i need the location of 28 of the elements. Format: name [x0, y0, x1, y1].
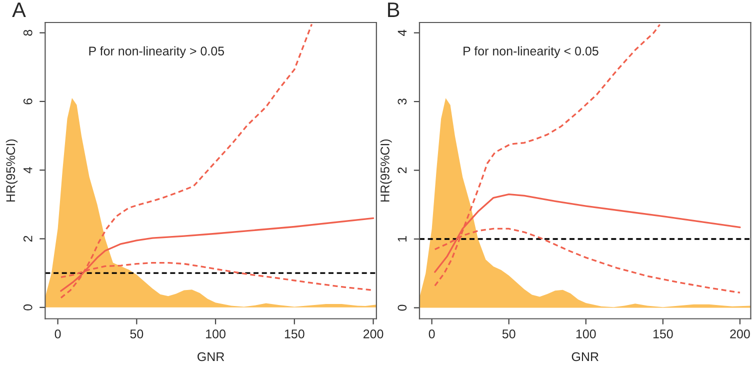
x-tick-label: 100: [206, 329, 226, 338]
x-tick-label: 200: [363, 329, 384, 338]
annotation: P for non-linearity < 0.05: [464, 46, 598, 58]
y-axis-title: HR(95%CI): [6, 139, 18, 202]
y-tick-label: 0: [23, 304, 32, 310]
x-axis-title: GNR: [572, 352, 598, 362]
y-tick-label: 4: [24, 167, 32, 174]
y-axis-title: HR(95%CI): [380, 139, 392, 202]
y-tick-label: 8: [23, 30, 32, 36]
x-tick-label: 150: [284, 329, 304, 338]
y-tick-label: 2: [23, 236, 32, 242]
annotation: P for non-linearity > 0.05: [89, 46, 224, 58]
x-tick-label: 200: [730, 329, 750, 338]
x-tick-label: 100: [576, 329, 596, 338]
x-tick-label: 0: [428, 329, 435, 338]
x-tick-label: 0: [54, 329, 61, 338]
x-tick-label: 50: [130, 329, 144, 338]
x-tick-label: 50: [502, 329, 516, 338]
chart-title: B: [388, 2, 400, 17]
y-tick-label: 2: [398, 167, 406, 174]
x-axis-title: GNR: [198, 352, 224, 362]
x-tick-label: 150: [653, 329, 673, 338]
y-tick-label: 3: [398, 98, 407, 105]
y-tick-label: 1: [398, 236, 406, 242]
chart-title: A: [12, 2, 26, 17]
y-tick-label: 4: [398, 30, 406, 36]
y-tick-label: 0: [398, 304, 407, 311]
y-tick-label: 6: [23, 98, 32, 104]
